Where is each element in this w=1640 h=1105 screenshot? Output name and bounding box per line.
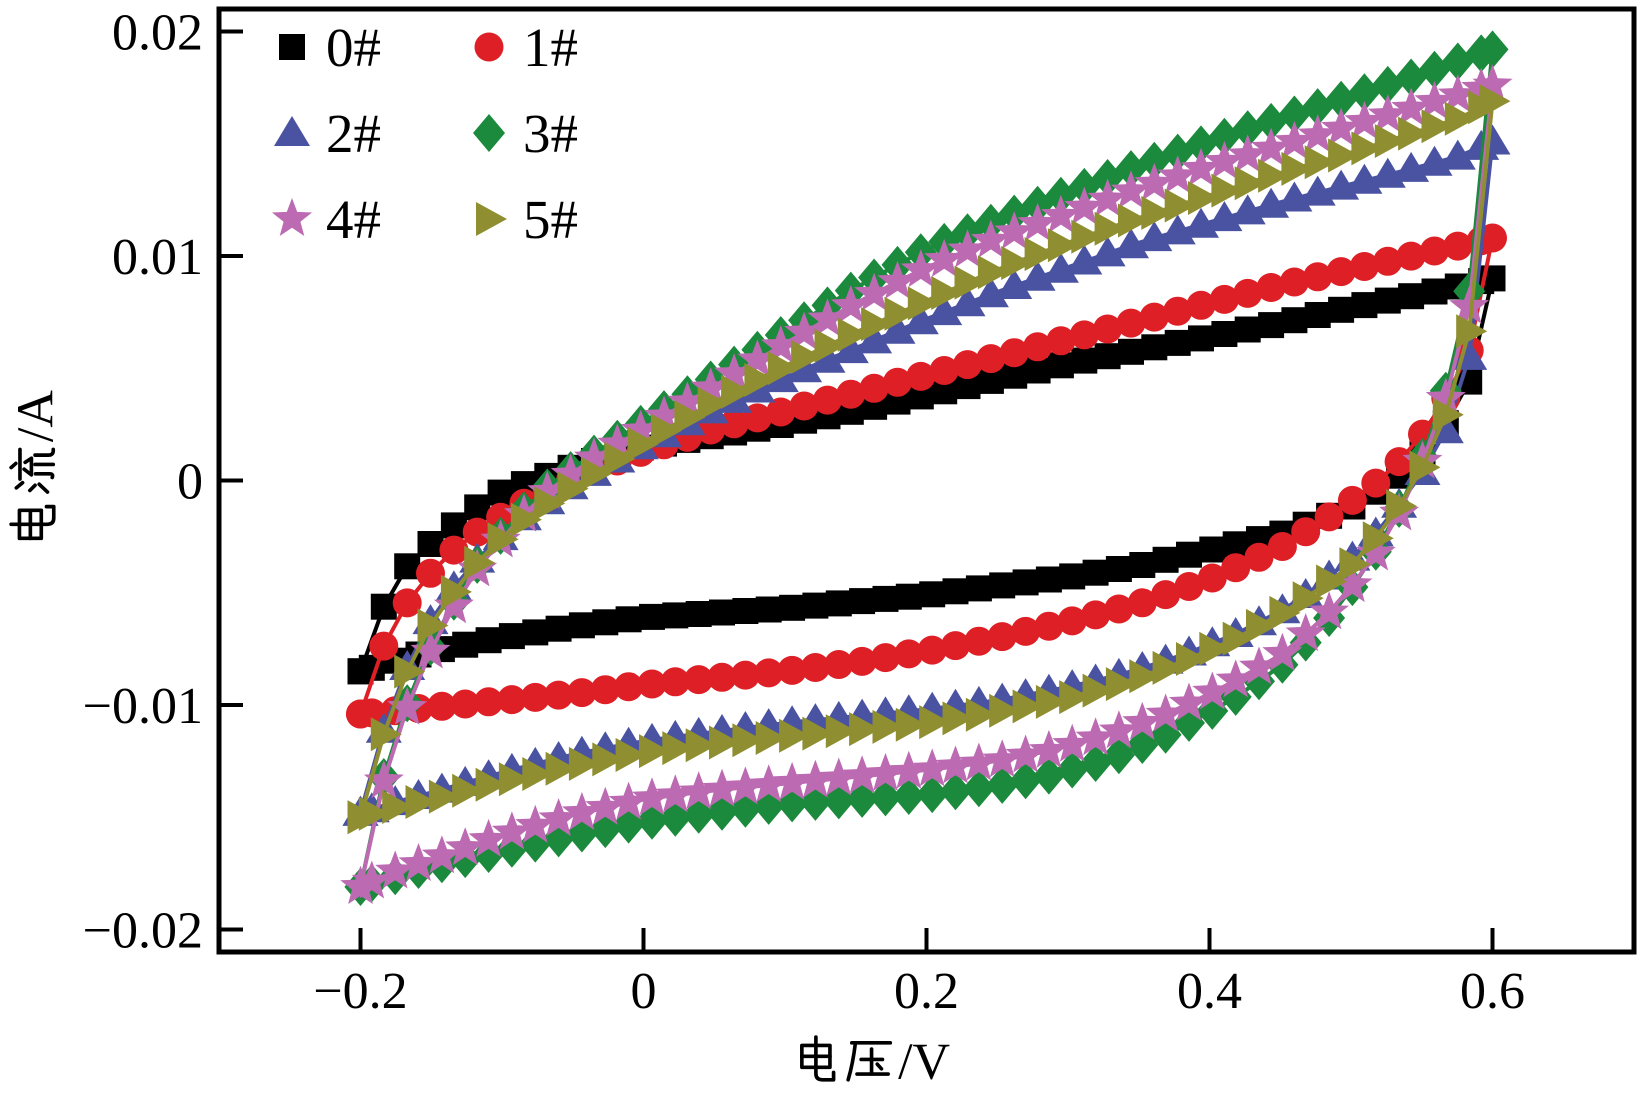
legend-item-4#: 4# (272, 189, 381, 250)
legend-item-label: 3# (523, 103, 578, 164)
y-tick-label: 0 (177, 454, 203, 511)
y-axis-label: /A (8, 390, 65, 541)
y-axis-label-text: /A (8, 390, 65, 442)
y-axis-label-glyph (9, 504, 56, 541)
x-axis-label-text: /V (898, 1034, 950, 1091)
x-axis-label: /V (800, 1034, 950, 1091)
series-1#-markers (346, 223, 1507, 729)
legend-item-2#: 2# (274, 103, 381, 164)
legend-item-label: 1# (523, 17, 578, 78)
x-axis: −0.2 0 0.2 0.4 0.6 (313, 928, 1525, 1020)
y-tick-label: −0.02 (83, 903, 203, 960)
series-5#-markers (347, 84, 1511, 835)
x-tick-label: 0.4 (1177, 963, 1242, 1020)
series-5# (347, 84, 1511, 835)
legend-item-label: 4# (326, 189, 381, 250)
y-tick-label: 0.01 (112, 229, 203, 286)
legend-item-label: 0# (326, 17, 381, 78)
x-tick-label: −0.2 (313, 963, 407, 1020)
y-tick-label: −0.01 (83, 678, 203, 735)
series-4#-markers (340, 64, 1513, 904)
legend-item-label: 5# (523, 189, 578, 250)
legend-item-5#: 5# (476, 189, 578, 250)
x-tick-label: 0 (631, 963, 657, 1020)
y-tick-label: 0.02 (112, 5, 203, 62)
series-4# (340, 64, 1513, 904)
x-tick-label: 0.6 (1460, 963, 1525, 1020)
y-axis-label-glyph (9, 447, 56, 494)
x-axis-label-glyph (800, 1035, 836, 1082)
x-axis-label-glyph (846, 1041, 893, 1082)
legend-item-label: 2# (326, 103, 381, 164)
legend-item-3#: 3# (473, 103, 578, 164)
legend-item-1#: 1# (474, 17, 578, 78)
x-tick-label: 0.2 (894, 963, 959, 1020)
legend: 0# 1# 2# 3# 4# 5# (272, 17, 578, 250)
y-axis: 0.02 0.01 0 −0.01 −0.02 (83, 5, 243, 960)
legend-item-0#: 0# (279, 17, 381, 78)
series-1# (346, 223, 1507, 729)
